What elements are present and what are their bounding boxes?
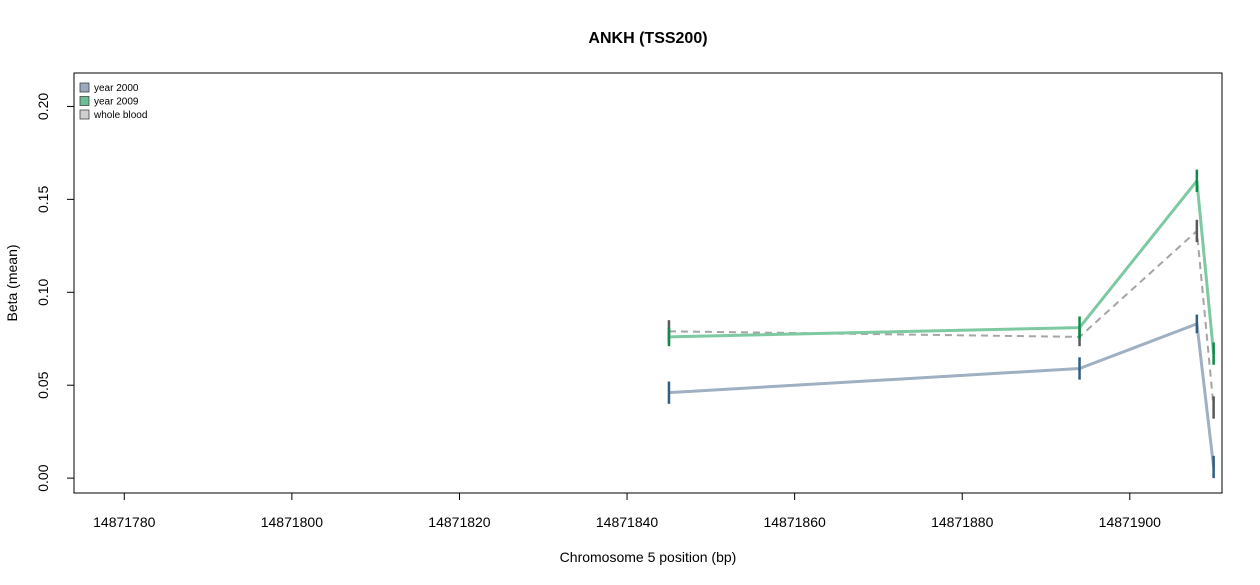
- series-line: [668, 322, 1216, 468]
- y-axis-label: Beta (mean): [4, 244, 20, 321]
- y-tick-label: 0.15: [35, 186, 51, 213]
- legend-label: year 2000: [94, 83, 139, 94]
- legend-swatch: [79, 109, 90, 120]
- series-layer: [667, 169, 1216, 479]
- series-year-2000: [667, 314, 1216, 479]
- chart-title: ANKH (TSS200): [588, 30, 707, 47]
- series-year-2009: [667, 169, 1216, 365]
- y-tick-label: 0.20: [35, 93, 51, 120]
- x-tick-label: 14871880: [931, 514, 994, 530]
- x-tick-label: 14871800: [261, 514, 324, 530]
- legend-swatch: [79, 96, 90, 106]
- x-axis-label: Chromosome 5 position (bp): [560, 549, 737, 565]
- legend-label: year 2009: [94, 97, 139, 108]
- y-tick-label: 0.05: [35, 371, 51, 398]
- series-line: [668, 229, 1215, 408]
- legend-label: whole blood: [93, 110, 147, 121]
- y-axis: 0.00 0.05 0.10 0.15 0.20: [35, 93, 75, 492]
- legend-swatch: [79, 82, 90, 93]
- x-tick-label: 14871780: [93, 514, 156, 530]
- series-line: [668, 179, 1216, 354]
- plot-frame: [73, 72, 1223, 494]
- x-tick-label: 14871900: [1099, 514, 1162, 530]
- x-tick-label: 14871820: [428, 514, 491, 530]
- legend: year 2000 year 2009 whole blood: [79, 82, 147, 121]
- y-tick-label: 0.00: [35, 464, 51, 491]
- x-tick-label: 14871840: [596, 514, 659, 530]
- x-axis: 14871780 14871800 14871820 14871840 14871860…: [93, 492, 1162, 530]
- y-tick-label: 0.10: [35, 278, 51, 305]
- x-tick-label: 14871860: [763, 514, 826, 530]
